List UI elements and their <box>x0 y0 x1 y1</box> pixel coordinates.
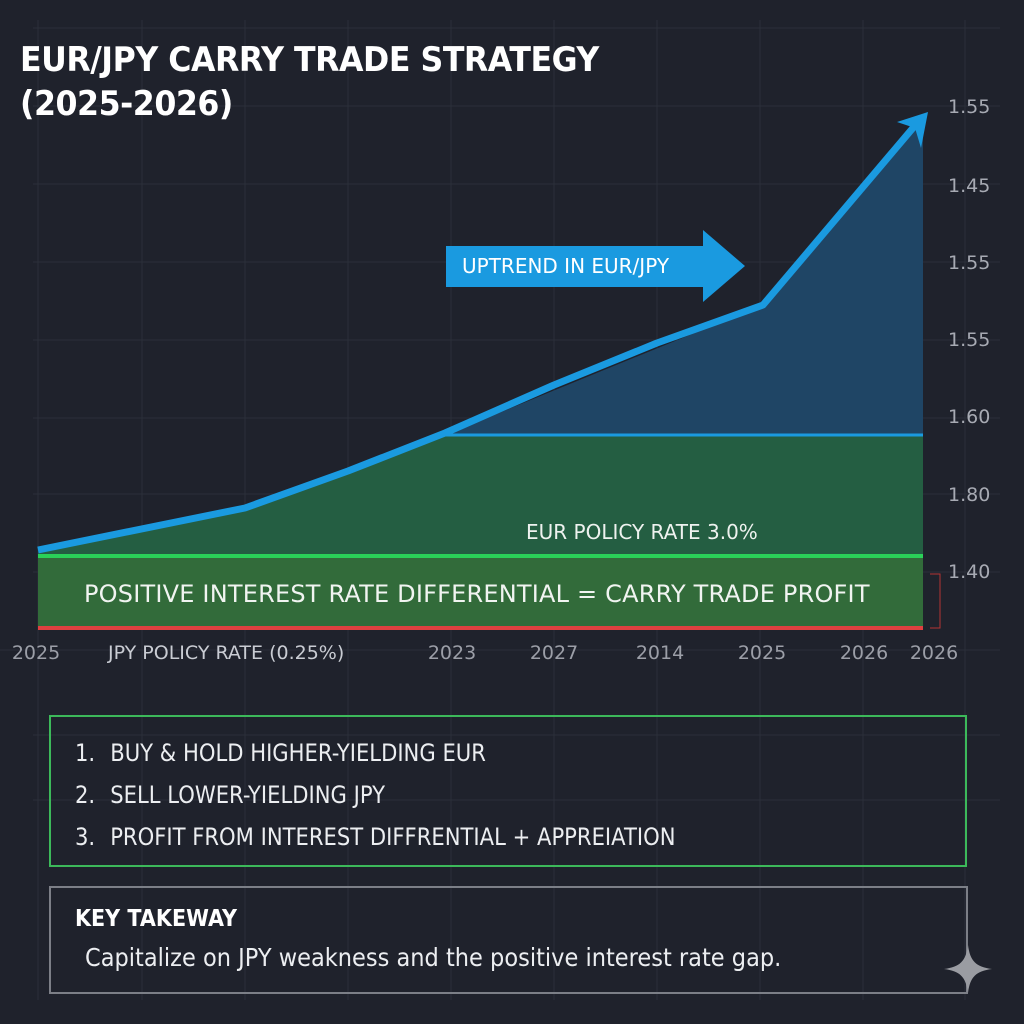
takeaway-title: KEY TAKEWAY <box>75 906 238 932</box>
uptrend-arrow-icon <box>446 230 745 302</box>
strategy-steps-box: 1. BUY & HOLD HIGHER-YIELDING EUR 2. SELL … <box>49 715 967 867</box>
strategy-step: 2. SELL LOWER-YIELDING JPY <box>75 781 385 809</box>
y-tick: 1.55 <box>948 96 991 118</box>
uptrend-label: UPTREND IN EUR/JPY <box>462 254 670 278</box>
title-main: EUR/JPY CARRY TRADE STRATEGY <box>20 40 599 80</box>
jpy-rate-label: JPY POLICY RATE (0.25%) <box>108 642 345 664</box>
eurjpy-area-upper <box>445 118 923 435</box>
eurjpy-line <box>37 119 921 554</box>
x-tick: 2025 <box>737 642 787 664</box>
x-tick: 2026 <box>839 642 889 664</box>
y-tick: 1.80 <box>948 484 991 506</box>
x-tick: 2025 <box>11 642 61 664</box>
line-arrow-head-icon <box>897 112 928 148</box>
takeaway-text: Capitalize on JPY weakness and the posit… <box>85 943 782 972</box>
title-subtitle: (2025-2026) <box>20 84 233 124</box>
y-tick: 1.60 <box>948 406 991 428</box>
key-takeaway-box: KEY TAKEWAY Capitalize on JPY weakness a… <box>49 886 968 994</box>
step-number: 1. <box>75 739 96 767</box>
x-tick: 2027 <box>529 642 579 664</box>
x-tick: 2026 <box>909 642 959 664</box>
y-tick: 1.45 <box>948 175 991 197</box>
x-tick: 2023 <box>427 642 477 664</box>
eur-rate-label: EUR POLICY RATE 3.0% <box>526 520 758 544</box>
page-title: EUR/JPY CARRY TRADE STRATEGY (2025-2026) <box>20 38 599 126</box>
step-number: 3. <box>75 823 96 851</box>
differential-label: POSITIVE INTEREST RATE DIFFERENTIAL = CA… <box>84 580 870 608</box>
step-text: PROFIT FROM INTEREST DIFFRENTIAL + APPRE… <box>110 823 676 851</box>
y-tick: 1.55 <box>948 252 991 274</box>
eurjpy-area-lower <box>38 435 923 556</box>
y-tick: 1.40 <box>948 561 991 583</box>
sparkle-icon <box>944 945 992 993</box>
differential-band <box>38 556 923 628</box>
step-text: SELL LOWER-YIELDING JPY <box>110 781 386 809</box>
y-tick: 1.55 <box>948 329 991 351</box>
strategy-step: 1. BUY & HOLD HIGHER-YIELDING EUR <box>75 739 486 767</box>
x-tick: 2014 <box>635 642 685 664</box>
strategy-step: 3. PROFIT FROM INTEREST DIFFRENTIAL + APP… <box>75 823 676 851</box>
red-bracket <box>930 573 941 629</box>
step-text: BUY & HOLD HIGHER-YIELDING EUR <box>110 739 486 767</box>
step-number: 2. <box>75 781 96 809</box>
